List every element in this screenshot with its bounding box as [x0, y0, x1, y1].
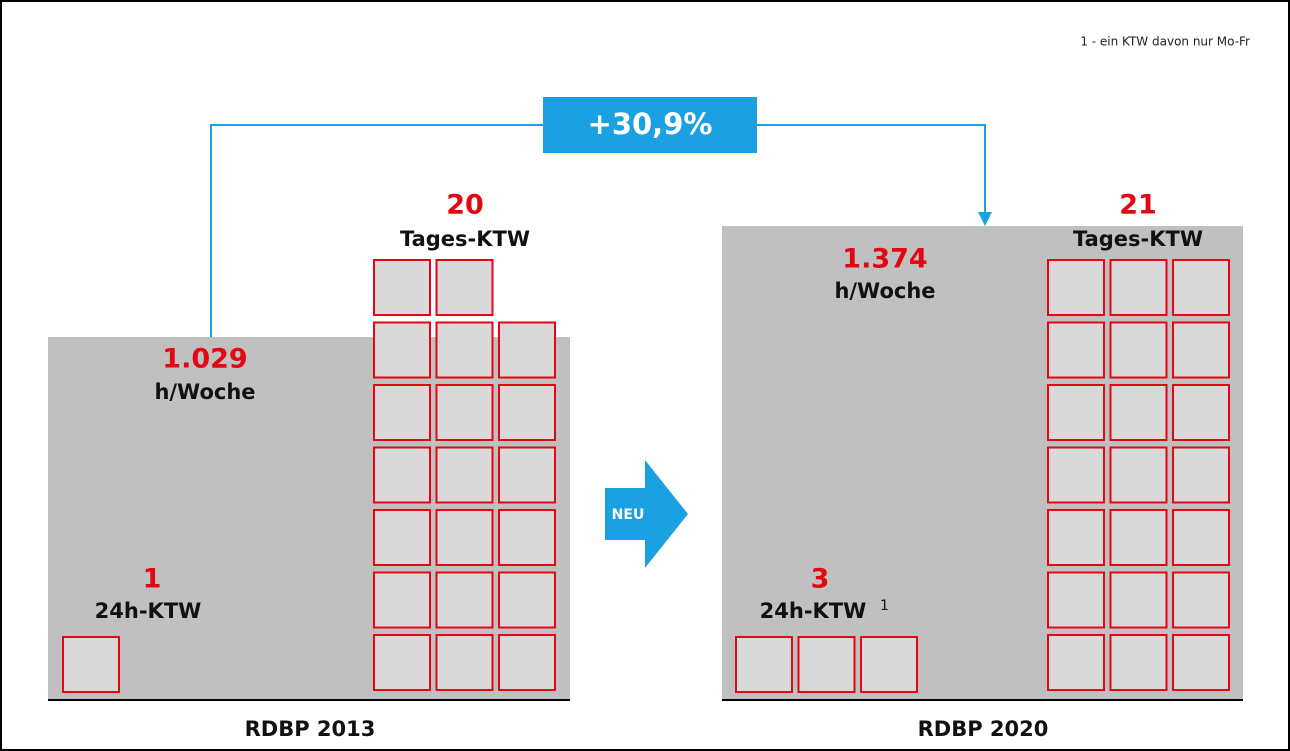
day-label: Tages-KTW: [1073, 227, 1203, 251]
vehicle-square: [1172, 446, 1230, 504]
h24-note: 1: [880, 598, 889, 614]
footnote: 1 - ein KTW davon nur Mo-Fr: [1080, 35, 1250, 49]
vehicle-square: [1109, 509, 1168, 566]
vehicle-square: [498, 571, 556, 629]
vehicle-square: [1172, 571, 1230, 629]
vehicle-square: [1109, 446, 1168, 504]
vehicle-square: [1047, 446, 1105, 504]
connector: [757, 124, 986, 218]
vehicle-square: [435, 634, 494, 691]
h24-count: 1: [143, 564, 162, 595]
vehicle-square: [1047, 321, 1105, 379]
vehicle-square: [373, 384, 431, 441]
arrowhead: [978, 212, 992, 226]
change-label: +30,9%: [588, 107, 713, 141]
vehicle-square: [797, 636, 856, 693]
h24-label: 24h-KTW: [760, 599, 867, 623]
vehicle-square: [1172, 509, 1230, 566]
panel-label: RDBP 2020: [918, 717, 1049, 741]
vehicle-square: [373, 509, 431, 566]
connector: [210, 124, 543, 337]
vehicle-square: [1172, 259, 1230, 316]
vehicle-square: [1172, 321, 1230, 379]
vehicle-square: [435, 446, 494, 504]
h24-count: 3: [811, 564, 830, 595]
vehicle-square: [860, 636, 918, 693]
vehicle-square: [1172, 634, 1230, 691]
vehicle-square: [435, 321, 494, 379]
vehicle-square: [735, 636, 793, 693]
day-label: Tages-KTW: [400, 227, 530, 251]
vehicle-square: [1109, 571, 1168, 629]
vehicle-square: [498, 384, 556, 441]
vehicle-square: [498, 446, 556, 504]
vehicle-square: [498, 321, 556, 379]
vehicle-square: [498, 634, 556, 691]
vehicle-square: [1047, 509, 1105, 566]
h24-label: 24h-KTW: [95, 599, 202, 623]
vehicle-square: [1047, 259, 1105, 316]
vehicle-square: [373, 259, 431, 316]
vehicle-square: [373, 634, 431, 691]
hours-unit: h/Woche: [834, 279, 935, 303]
vehicle-square: [435, 509, 494, 566]
day-count: 21: [1119, 190, 1157, 221]
vehicle-square: [373, 571, 431, 629]
vehicle-square: [498, 509, 556, 566]
vehicle-square: [1109, 321, 1168, 379]
hours: 1.374: [842, 244, 927, 275]
vehicle-square: [1047, 634, 1105, 691]
vehicle-square: [373, 446, 431, 504]
vehicle-square: [1047, 571, 1105, 629]
hours-unit: h/Woche: [154, 380, 255, 404]
vehicle-square: [435, 571, 494, 629]
arrow-label: NEU: [612, 507, 645, 523]
hours: 1.029: [162, 344, 247, 375]
vehicle-square: [1047, 384, 1105, 441]
vehicle-square: [1172, 384, 1230, 441]
vehicle-square: [1109, 259, 1168, 316]
vehicle-square: [1109, 634, 1168, 691]
vehicle-square: [435, 384, 494, 441]
vehicle-square: [373, 321, 431, 379]
arrow: [605, 460, 688, 568]
vehicle-square: [62, 636, 120, 693]
panel-label: RDBP 2013: [245, 717, 376, 741]
vehicle-square: [1109, 384, 1168, 441]
change-box: [543, 97, 757, 153]
vehicle-square: [435, 259, 494, 316]
day-count: 20: [446, 190, 484, 221]
